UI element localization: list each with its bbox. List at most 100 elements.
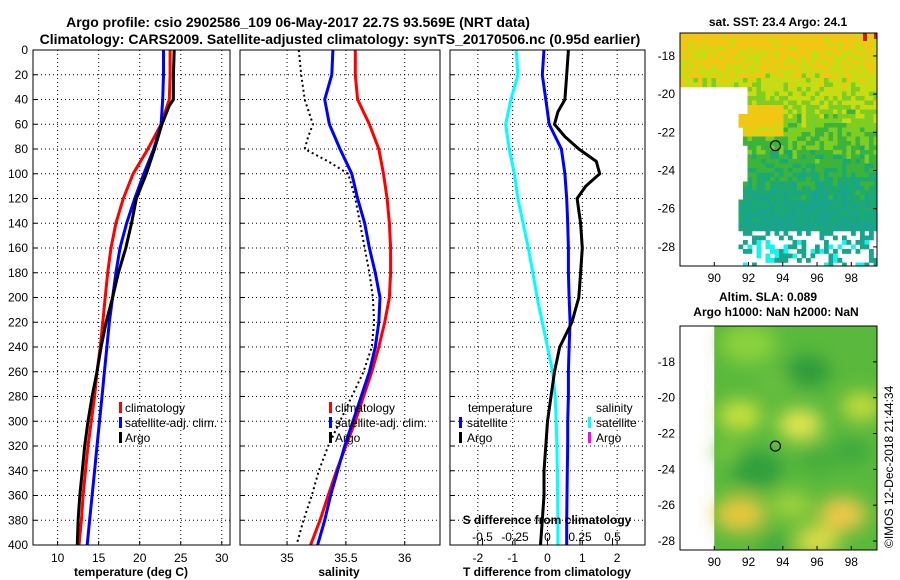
sst-cell — [788, 141, 793, 146]
sst-cell — [734, 73, 739, 79]
sst-cell — [747, 217, 753, 223]
sst-cell — [797, 258, 802, 263]
sst-cell — [824, 114, 829, 119]
sst-cell — [720, 42, 726, 47]
map-x-tick-label: 96 — [810, 555, 824, 569]
sst-cell — [770, 190, 775, 196]
sst-cell — [869, 154, 874, 160]
sst-cell — [684, 69, 690, 74]
sst-cell — [729, 60, 735, 65]
sst-cell — [806, 172, 811, 178]
sst-cell — [752, 163, 757, 169]
sst-cell — [774, 231, 780, 236]
sst-cell — [855, 105, 861, 110]
sst-cell — [797, 217, 802, 223]
sst-cell — [851, 64, 856, 70]
sst-cell — [747, 69, 753, 74]
sst-cell — [770, 249, 775, 254]
sst-cell — [819, 150, 825, 155]
sst-cell — [765, 42, 771, 47]
s-difference-axis-label: S difference from climatology — [463, 513, 632, 527]
sla-blob — [822, 329, 863, 358]
sst-cell — [855, 73, 861, 79]
sst-cell — [729, 69, 735, 74]
sst-cell — [833, 33, 838, 38]
sst-cell — [824, 172, 829, 178]
sst-cell — [873, 64, 877, 70]
temperature-axis-label: temperature (deg C) — [74, 565, 188, 579]
sst-cell — [743, 114, 748, 119]
sst-cell — [743, 55, 748, 61]
sst-cell — [783, 222, 789, 227]
sst-cell — [828, 217, 834, 223]
sla-blob — [713, 495, 766, 533]
sst-cell — [801, 78, 807, 83]
sst-cell — [855, 46, 861, 52]
sst-cell — [842, 204, 847, 209]
sst-cell — [855, 96, 861, 101]
sst-cell — [860, 118, 865, 124]
sst-cell — [779, 73, 784, 79]
sst-cell — [810, 37, 816, 43]
sst-cell — [873, 213, 877, 218]
sst-cell — [761, 235, 766, 241]
sst-cell — [792, 150, 798, 155]
sst-cell — [756, 190, 762, 196]
sst-cell — [770, 114, 775, 119]
legend-label-t-satellite: satellite — [467, 416, 508, 430]
sst-cell — [779, 96, 784, 101]
sst-cell — [864, 114, 870, 119]
sst-cell — [869, 46, 874, 52]
sst-cell — [828, 127, 834, 133]
sst-cell — [747, 163, 753, 169]
sst-cell — [873, 55, 877, 61]
sst-cell — [770, 96, 775, 101]
sst-cell — [801, 33, 807, 38]
sst-cell — [801, 127, 807, 133]
sst-cell — [842, 78, 847, 83]
sst-cell — [774, 150, 780, 155]
sst-cell — [819, 177, 825, 182]
sst-cell — [833, 87, 838, 92]
sst-cell — [869, 132, 874, 137]
sst-cell — [716, 64, 721, 70]
legend-title-temperature: temperature — [468, 401, 533, 415]
sst-cell — [747, 204, 753, 209]
sst-cell — [828, 222, 834, 227]
sla-blob — [758, 372, 791, 395]
sst-cell — [752, 186, 757, 191]
sst-map: 90 92 94 96 98-18-20-22-24-26-28 — [658, 32, 878, 285]
sst-cell — [761, 87, 766, 92]
sst-cell — [864, 226, 870, 232]
depth-tick-label: 380 — [8, 513, 28, 527]
sst-cell — [797, 100, 802, 106]
sst-cell — [864, 64, 870, 70]
sst-cell — [788, 82, 793, 88]
sst-cell — [747, 145, 753, 151]
sst-cell — [774, 154, 780, 160]
sst-cell — [774, 208, 780, 214]
sst-cell — [815, 69, 820, 74]
sst-cell — [842, 118, 847, 124]
sst-cell — [752, 141, 757, 146]
sst-cell — [792, 114, 798, 119]
sst-cell — [747, 123, 753, 128]
sst-cell — [788, 159, 793, 164]
sst-cell — [824, 208, 829, 214]
sst-cell — [855, 217, 861, 223]
sst-cell — [693, 69, 699, 74]
sst-cell — [783, 249, 789, 254]
sst-cell — [869, 249, 874, 254]
sst-cell — [765, 190, 771, 196]
sst-cell — [869, 231, 874, 236]
sst-cell — [815, 181, 820, 187]
sst-cell — [828, 181, 834, 187]
sla-blob — [818, 497, 867, 531]
sst-cell — [738, 64, 744, 70]
map-y-tick-label: -22 — [658, 427, 676, 441]
sst-cell — [779, 195, 784, 200]
sst-cell — [747, 226, 753, 232]
sst-cell — [819, 42, 825, 47]
sst-cell — [788, 145, 793, 151]
sst-cell — [846, 181, 852, 187]
